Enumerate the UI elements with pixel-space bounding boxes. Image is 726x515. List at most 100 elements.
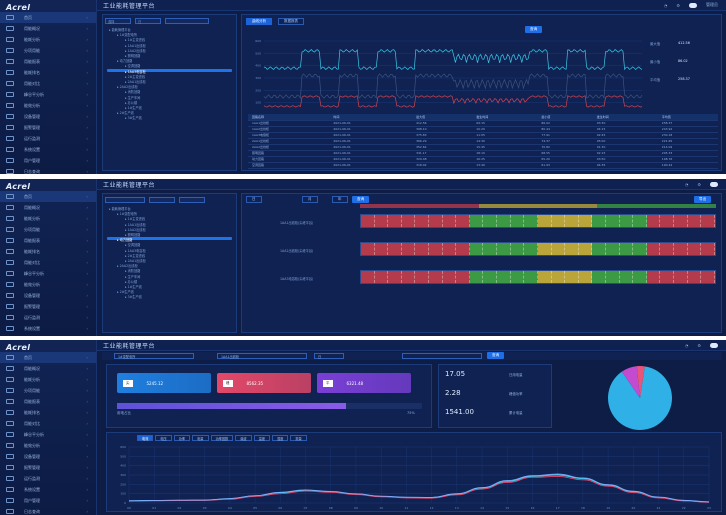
tou-segment[interactable] [646, 215, 661, 227]
tree-item[interactable]: ▸ 3#生产线 [125, 116, 142, 121]
tree-item[interactable]: ▸ 照明回路 [125, 54, 141, 58]
sidebar-item[interactable]: 报警管理 › [0, 301, 96, 312]
tou-segment[interactable] [361, 271, 375, 283]
tab-report[interactable]: 数据报表 [278, 18, 304, 25]
tou-segment[interactable] [415, 271, 430, 283]
tou-segment[interactable] [633, 243, 647, 255]
tou-segment[interactable] [442, 215, 457, 227]
settings-icon[interactable]: ⚙ [697, 342, 701, 348]
filter-select[interactable]: 选择 [105, 18, 131, 24]
column-header[interactable]: 时间 [329, 114, 413, 121]
tree-item[interactable]: ▸ 办公楼 [125, 279, 138, 284]
tou-segment[interactable] [646, 243, 661, 255]
sidebar-item[interactable]: 用能报表 › [0, 396, 96, 407]
sidebar-item[interactable]: 运行监测 › [0, 473, 96, 484]
tou-segment[interactable] [401, 271, 416, 283]
tou-segment[interactable] [687, 243, 702, 255]
sidebar-item[interactable]: 系统设置 › [0, 144, 96, 155]
tou-segment[interactable] [687, 271, 702, 283]
sidebar-item[interactable]: 能耗排名 › [0, 67, 96, 78]
tou-segment[interactable] [429, 243, 443, 255]
tou-segment[interactable] [401, 243, 416, 255]
tree-item[interactable]: ▸ 1AA3电容柜 [125, 248, 146, 253]
tou-segment[interactable] [592, 215, 606, 227]
tree-item[interactable]: ▸ 1AA1出线柜 [125, 43, 146, 48]
sidebar-item[interactable]: 设备管理 › [0, 111, 96, 122]
sidebar-item[interactable]: 能耗排名 › [0, 407, 96, 418]
sidebar-item[interactable]: 用能对比 › [0, 257, 96, 268]
tou-segment[interactable] [469, 243, 484, 255]
column-header[interactable]: 最小值 [537, 114, 593, 121]
sidebar-item[interactable]: 用能报表 › [0, 235, 96, 246]
tree-item[interactable]: ▸ 1AA2出线柜 [125, 48, 146, 53]
tou-segment[interactable] [374, 271, 389, 283]
tou-segment[interactable] [415, 215, 430, 227]
tou-segment[interactable] [483, 271, 498, 283]
table-row[interactable]: 1AA2出线柜 2021-06-01 398.10 10:20 80.44 04:15 24… [248, 126, 718, 133]
sidebar-item[interactable]: 峰谷平分析 › [0, 89, 96, 100]
tou-segment[interactable] [497, 215, 511, 227]
tree-item[interactable]: ▸ 动力回路 [117, 59, 133, 64]
sidebar-item[interactable]: 日志查询 › [0, 166, 96, 174]
sidebar-item[interactable]: 能效分析 › [0, 100, 96, 111]
sidebar-item[interactable]: 运行监测 › [0, 133, 96, 144]
tree-item[interactable]: ▸ 能耗管理平台 [109, 28, 131, 32]
tree-item[interactable]: ▸ 2AA1出线柜 [125, 80, 146, 84]
tou-segment[interactable] [510, 243, 525, 255]
column-header[interactable]: 回路名称 [248, 114, 330, 121]
tou-segment[interactable] [633, 271, 647, 283]
tab-day[interactable]: 日 [246, 196, 262, 203]
tou-segment[interactable] [660, 243, 675, 255]
chart-tab[interactable]: 功率 [173, 435, 191, 441]
tou-segment[interactable] [619, 243, 634, 255]
tree-item[interactable]: ▸ 空调回路 [125, 243, 141, 248]
sidebar-item[interactable]: 用能对比 › [0, 418, 96, 429]
tree-item[interactable]: ▸ 生产车间 [125, 95, 141, 100]
tou-segment[interactable] [456, 243, 470, 255]
sidebar-item[interactable]: 系统设置 › [0, 323, 96, 334]
table-row[interactable]: 照明回路 2021-06-01 341.17 18:10 68.55 02:15 205.3… [248, 150, 718, 157]
tou-segment[interactable] [497, 243, 511, 255]
sidebar-item[interactable]: 能耗分析 › [0, 213, 96, 224]
tou-segment[interactable] [510, 271, 525, 283]
tou-segment[interactable] [687, 215, 702, 227]
tou-segment[interactable] [401, 215, 416, 227]
sidebar-item[interactable]: 用户管理› [0, 334, 96, 336]
period-select[interactable]: 日 [135, 18, 161, 24]
tou-segment[interactable] [565, 243, 579, 255]
tree-item[interactable]: ▸ 2AA2出线柜 [117, 85, 138, 90]
sidebar-item[interactable]: 能效分析 › [0, 279, 96, 290]
table-row[interactable]: 1AA1出线柜 2021-06-01 412.56 09:15 86.02 03:30 25… [248, 120, 718, 127]
tou-segment[interactable] [524, 271, 538, 283]
tou-segment[interactable] [361, 215, 375, 227]
circuit-select[interactable]: 1AA1出线柜 [217, 353, 307, 359]
sidebar-item[interactable]: 用能概况 › [0, 363, 96, 374]
tab-year[interactable]: 年 [332, 196, 348, 203]
tou-segment[interactable] [537, 271, 552, 283]
period-select[interactable]: 日 [314, 353, 344, 359]
column-header[interactable]: 最大值 [412, 114, 473, 121]
sidebar-item[interactable]: 系统设置 › [0, 484, 96, 495]
sidebar-item[interactable]: 分项用能 › [0, 45, 96, 56]
tou-segment[interactable] [551, 215, 566, 227]
sidebar-item[interactable]: 报警管理 › [0, 462, 96, 473]
sidebar-item[interactable]: 日志查询 › [0, 506, 96, 515]
tree-item[interactable]: ▸ 照明回路 [125, 233, 141, 237]
bell-icon[interactable]: ◔ [663, 2, 668, 8]
sidebar-item[interactable]: 分项用能 › [0, 224, 96, 235]
chart-tab[interactable]: 需量 [290, 435, 307, 441]
table-row[interactable]: 2AA1出线柜 2021-06-01 366.29 14:30 74.37 05:00 22… [248, 138, 718, 145]
chart-tab[interactable]: 电量 [192, 435, 209, 441]
tou-segment[interactable] [578, 215, 593, 227]
table-row[interactable]: 空调回路 2021-06-01 318.02 13:40 61.93 04:35 190.4… [248, 162, 718, 169]
tou-segment[interactable] [442, 243, 457, 255]
sidebar-item[interactable]: 峰谷平分析 › [0, 429, 96, 440]
tou-segment[interactable] [537, 243, 552, 255]
tou-segment[interactable] [674, 243, 688, 255]
tree-item[interactable]: ▸ 2#主变进线 [125, 74, 146, 79]
table-row[interactable]: 动力回路 2021-06-01 329.48 16:25 65.20 03:50 198.7… [248, 156, 718, 163]
chart-tab[interactable]: 功率因数 [210, 435, 234, 441]
tou-segment[interactable] [537, 215, 552, 227]
avatar[interactable] [689, 2, 697, 8]
chart-tab[interactable]: 湿度 [272, 435, 289, 441]
